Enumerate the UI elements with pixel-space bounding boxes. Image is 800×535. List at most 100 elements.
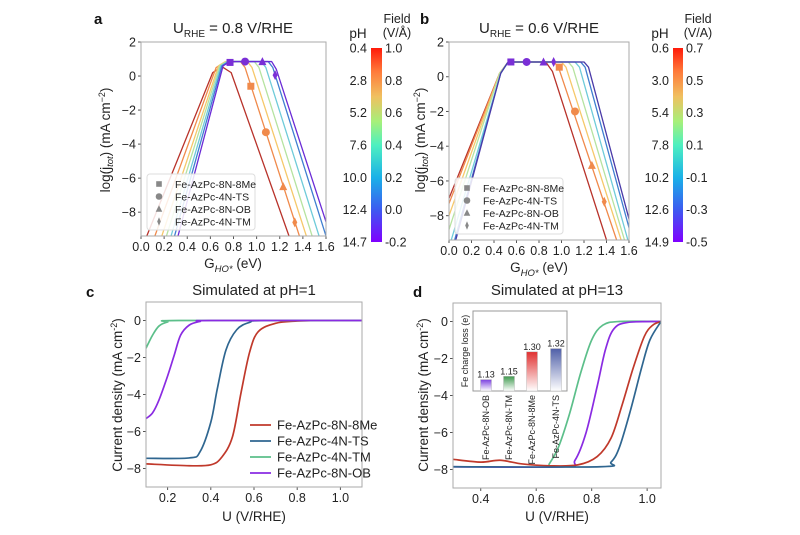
colorbar-ph-tick: 5.2 [350, 106, 367, 120]
colorbar-field-tick: 0.0 [385, 203, 402, 217]
y-tick-label: 0 [134, 314, 141, 328]
legend-label: Fe-AzPc-8N-8Me [175, 179, 256, 191]
legend-marker-square [464, 185, 470, 191]
inset-category-label: Fe-AzPc-8N-TM [504, 395, 514, 460]
colorbar-b-field-unit: (V/A) [684, 26, 712, 40]
legend-label: Fe-AzPc-4N-TM [277, 450, 371, 465]
y-tick-label: −6 [430, 174, 444, 188]
y-tick-label: −8 [122, 206, 136, 220]
colorbar-field-tick: 0.1 [686, 139, 703, 153]
series-line-Fe-AzPc-4N-TM [547, 320, 661, 466]
inset-bar-value-label: 1.30 [523, 342, 541, 352]
legend: Fe-AzPc-8N-8MeFe-AzPc-4N-TSFe-AzPc-4N-TM… [250, 418, 377, 481]
x-tick-label: 1.2 [575, 244, 592, 258]
y-tick-label: −2 [122, 104, 136, 118]
x-tick-label: 0.6 [528, 492, 545, 506]
colorbar-ph-tick: 7.8 [652, 139, 669, 153]
x-tick-label: 0.2 [159, 491, 176, 505]
legend-label: Fe-AzPc-8N-OB [277, 466, 371, 481]
inset-bar-value-label: 1.13 [477, 370, 495, 380]
y-tick-label: −6 [122, 172, 136, 186]
colorbar-field-tick: -0.2 [385, 236, 407, 250]
data-marker-square [507, 58, 515, 66]
legend-label: Fe-AzPc-4N-TM [175, 217, 251, 229]
series-line-Fe-AzPc-8N-OB [146, 319, 362, 420]
inset-bar-Fe-AzPc-4N-TS [550, 348, 562, 392]
panel-label-c: c [86, 284, 94, 301]
legend: Fe-AzPc-8N-8MeFe-AzPc-4N-TSFe-AzPc-8N-OB… [146, 173, 256, 231]
panel-b: 0.0 0.2 0.4 0.6 0.8 1.0 1.2 1.4 1.6 2 0 −2 −4 −6 −8 Fe-… [430, 36, 638, 259]
legend-box [454, 177, 564, 235]
series-group [146, 319, 362, 467]
panel-d-ylabel: Current density (mA cm-2) [415, 318, 431, 472]
panel-b-xlabel: GHO* (eV) [510, 260, 568, 279]
legend-marker-square [156, 181, 162, 187]
series-line-6 [177, 60, 326, 236]
panel-label-d: d [413, 284, 422, 301]
data-marker-circle [522, 57, 531, 66]
panel-b-title: URHE = 0.6 V/RHE [479, 20, 599, 40]
data-marker-square [226, 58, 234, 66]
x-tick-label: 1.0 [553, 244, 570, 258]
legend-label: Fe-AzPc-8N-8Me [277, 418, 377, 433]
y-tick-label: 0 [437, 70, 444, 84]
colorbar-field-tick: -0.1 [686, 171, 708, 185]
y-tick-label: 2 [129, 36, 136, 50]
x-tick-label: 1.6 [620, 244, 637, 258]
inset-category-label: Fe-AzPc-4N-TS [551, 395, 561, 459]
panel-c: 0.2 0.4 0.6 0.8 1.00−2−4−6−8Fe-AzPc-8N-8MeFe… [127, 301, 377, 505]
colorbar-field-tick: 0.5 [686, 74, 703, 88]
x-tick-label: 0.4 [202, 491, 219, 505]
legend-label: Fe-AzPc-4N-TM [483, 221, 559, 233]
panel-label-b: b [420, 11, 429, 28]
colorbar-b-field-label: Field [684, 12, 711, 26]
x-tick-label: 0.6 [245, 491, 262, 505]
x-tick-label: 0.8 [530, 244, 547, 258]
x-tick-label: 1.4 [598, 244, 615, 258]
y-tick-label: −4 [430, 140, 444, 154]
colorbar-field-tick: 0.4 [385, 139, 402, 153]
x-tick-label: 0.2 [463, 244, 480, 258]
x-tick-label: 1.0 [248, 240, 265, 254]
legend-label: Fe-AzPc-4N-TS [175, 192, 249, 204]
legend-box [146, 173, 256, 231]
series-line-Fe-AzPc-4N-TM [146, 319, 362, 349]
inset-bar-Fe-AzPc-8N-8Me [526, 351, 538, 392]
panel-d-xlabel: U (V/RHE) [525, 509, 589, 524]
inset-bar-Fe-AzPc-8N-TM [503, 376, 515, 392]
axes-frame [448, 41, 630, 241]
colorbar-ph-tick: 0.4 [350, 42, 367, 56]
panel-d: 0.4 0.6 0.8 1.00−2−4−6−81.13Fe-AzPc-8N-OB1.… [434, 302, 662, 506]
colorbar-field-tick: 0.6 [385, 106, 402, 120]
colorbar-b-gradient [673, 48, 683, 242]
colorbar-ph-tick: 12.6 [645, 203, 669, 217]
y-tick-label: 0 [129, 70, 136, 84]
x-tick-label: 0.0 [132, 240, 149, 254]
legend-label: Fe-AzPc-4N-TS [483, 196, 557, 208]
colorbar-b: pH Field (V/A) 0.6 0.7 3.0 0.5 5.4 0.3 7.8 0.1 1… [645, 12, 713, 250]
data-marker-square [555, 63, 563, 71]
data-marker-triangle [258, 57, 267, 66]
y-tick-label: −8 [434, 463, 448, 477]
colorbar-ph-tick: 2.8 [350, 74, 367, 88]
x-tick-label: 1.2 [271, 240, 288, 254]
y-tick-label: −8 [430, 209, 444, 223]
data-marker-diamond [601, 196, 607, 207]
y-tick-label: −8 [127, 462, 141, 476]
colorbar-ph-tick: 10.0 [343, 171, 367, 185]
inset-bar-value-label: 1.32 [547, 339, 565, 349]
x-tick-label: 0.8 [583, 492, 600, 506]
y-tick-label: 2 [437, 36, 444, 50]
data-marker-square [247, 82, 255, 90]
panel-b-ylabel: log(jtot) (mA cm−2) [412, 88, 431, 193]
colorbar-ph-tick: 14.7 [343, 236, 367, 250]
legend-label: Fe-AzPc-8N-OB [175, 204, 251, 216]
colorbar-ph-tick: 5.4 [652, 106, 669, 120]
y-tick-label: −4 [122, 138, 136, 152]
legend-label: Fe-AzPc-8N-OB [483, 208, 559, 220]
y-tick-label: −2 [434, 352, 448, 366]
inset-ylabel: Fe charge loss (e) [460, 315, 470, 388]
legend-marker-diamond [157, 217, 161, 226]
inset-bar-chart: 1.13 Fe-AzPc-8N-OB 1.15 Fe-AzPc-8N-TM 1.30 Fe… [460, 310, 568, 465]
